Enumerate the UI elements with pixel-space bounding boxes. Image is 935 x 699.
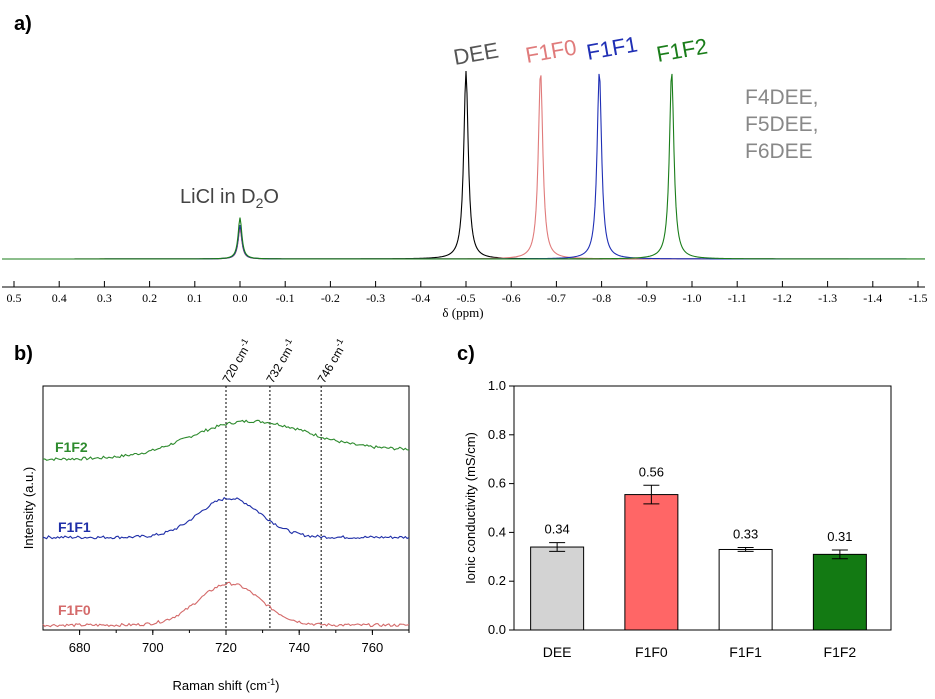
raman-reference-label-720: 720 cm-1 — [218, 336, 256, 385]
nmr-x-tick-label: -1.3 — [818, 291, 837, 305]
raman-x-tick-label: 720 — [215, 640, 237, 655]
nmr-x-tick-label: -0.3 — [366, 291, 385, 305]
conductivity-category-label: F1F1 — [729, 644, 762, 660]
conductivity-y-axis-label: Ionic conductivity (mS/cm) — [463, 432, 478, 584]
raman-label-f1f0: F1F0 — [58, 602, 91, 618]
nmr-x-tick-label: -0.2 — [321, 291, 340, 305]
nmr-label-f5dee: F5DEE, — [745, 113, 819, 136]
nmr-x-tick-label: -0.1 — [276, 291, 295, 305]
raman-x-tick-label: 760 — [362, 640, 384, 655]
nmr-label-f1f0: F1F0 — [524, 34, 579, 68]
nmr-x-tick-label: 0.4 — [52, 291, 67, 305]
nmr-panel: 0.5 0.4 0.3 0.2 0.1 0.0 -0.1 -0.2 -0.3 -0.4 -0.5 -0… — [2, 31, 928, 320]
conductivity-y-tick-label: 0.4 — [488, 524, 506, 539]
conductivity-y-ticks: 0.0 0.2 0.4 0.6 0.8 1.0 — [488, 378, 514, 637]
conductivity-category-label: F1F0 — [635, 644, 668, 660]
raman-label-f1f2: F1F2 — [55, 439, 88, 455]
nmr-series-f1f2 — [2, 73, 925, 260]
nmr-label-f1f1: F1F1 — [585, 31, 640, 65]
panel-b-label: b) — [14, 343, 33, 365]
nmr-x-tick-label: 0.5 — [7, 291, 22, 305]
conductivity-value-label: 0.31 — [827, 529, 852, 544]
conductivity-y-tick-label: 0.8 — [488, 427, 506, 442]
panel-a-label: a) — [14, 13, 32, 35]
conductivity-plot-frame — [513, 385, 892, 631]
raman-y-axis-label: Intensity (a.u.) — [21, 467, 36, 549]
raman-x-axis-label: Raman shift (cm-1) — [173, 677, 280, 693]
nmr-curves — [2, 70, 925, 260]
raman-reference-label-732: 732 cm-1 — [262, 336, 300, 385]
nmr-label-f6dee: F6DEE — [745, 140, 813, 163]
nmr-x-axis-label: δ (ppm) — [442, 305, 483, 320]
conductivity-bars: 0.34 DEE 0.56 F1F0 0.33 F1F1 0.31 F1F2 — [530, 464, 867, 660]
raman-label-f1f1: F1F1 — [58, 519, 91, 535]
conductivity-category-label: F1F2 — [824, 644, 857, 660]
nmr-x-tick-label: -0.8 — [592, 291, 611, 305]
nmr-label-f4dee: F4DEE, — [745, 86, 819, 109]
nmr-x-tick-label: -1.4 — [863, 291, 882, 305]
nmr-x-tick-label: -0.5 — [457, 291, 476, 305]
conductivity-y-tick-label: 0.2 — [488, 573, 506, 588]
nmr-label-licl: LiCl in D2O — [180, 186, 279, 211]
raman-curves — [42, 419, 410, 628]
panel-c-label: c) — [457, 343, 475, 365]
raman-x-ticks: 680 700 720 740 760 — [69, 630, 410, 655]
nmr-x-tick-label: 0.1 — [187, 291, 202, 305]
conductivity-bar-f1f2 — [812, 553, 867, 631]
conductivity-value-label: 0.33 — [733, 527, 758, 542]
nmr-label-dee: DEE — [452, 37, 501, 69]
conductivity-value-label: 0.56 — [639, 464, 664, 479]
conductivity-bar-f1f0 — [624, 494, 679, 631]
nmr-x-tick-label: 0.0 — [233, 291, 248, 305]
nmr-x-tick-label: -0.7 — [547, 291, 566, 305]
raman-series-f1f2 — [42, 419, 410, 462]
conductivity-y-tick-label: 1.0 — [488, 378, 506, 393]
nmr-x-tick-label: 0.3 — [97, 291, 112, 305]
conductivity-y-tick-label: 0.0 — [488, 622, 506, 637]
raman-x-tick-label: 700 — [142, 640, 164, 655]
nmr-label-f1f2: F1F2 — [655, 33, 710, 67]
raman-series-f1f1 — [42, 496, 410, 540]
nmr-x-tick-label: 0.2 — [142, 291, 157, 305]
conductivity-panel: 0.0 0.2 0.4 0.6 0.8 1.0 0.34 DEE 0.56 F1F0 0.33 F1… — [463, 378, 892, 660]
conductivity-value-label: 0.34 — [544, 522, 569, 537]
raman-series-f1f0 — [42, 581, 410, 628]
nmr-x-tick-label: -1.2 — [773, 291, 792, 305]
conductivity-y-tick-label: 0.6 — [488, 476, 506, 491]
nmr-x-tick-label: -1.0 — [683, 291, 702, 305]
nmr-x-tick-label: -0.6 — [502, 291, 521, 305]
conductivity-category-label: DEE — [543, 644, 572, 660]
nmr-x-tick-label: -0.9 — [637, 291, 656, 305]
conductivity-bar-f1f1 — [718, 548, 773, 631]
nmr-x-ticks: 0.5 0.4 0.3 0.2 0.1 0.0 -0.1 -0.2 -0.3 -0.4 -0.5 -0… — [7, 281, 928, 305]
nmr-x-tick-label: -0.4 — [411, 291, 430, 305]
nmr-x-tick-label: -1.1 — [728, 291, 747, 305]
nmr-x-tick-label: -1.5 — [909, 291, 928, 305]
raman-x-tick-label: 680 — [69, 640, 91, 655]
raman-reference-label-746: 746 cm-1 — [313, 336, 351, 385]
conductivity-bar-dee — [530, 546, 585, 631]
raman-x-tick-label: 740 — [288, 640, 310, 655]
